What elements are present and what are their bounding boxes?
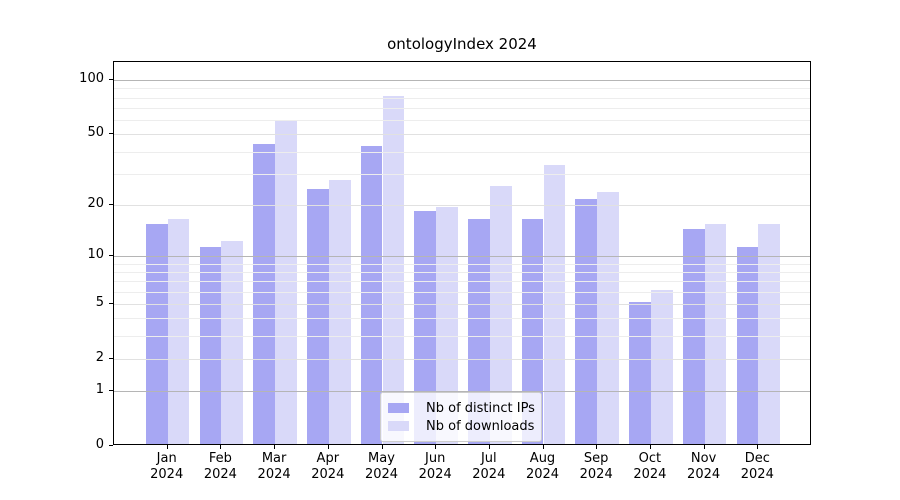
bar-downloads [221, 240, 244, 444]
bar-distinct-ips [253, 144, 276, 444]
bar-distinct-ips [199, 247, 222, 444]
gridline [114, 88, 810, 90]
bar-distinct-ips [360, 145, 383, 444]
x-tick [703, 445, 705, 449]
bar-downloads [650, 289, 673, 444]
gridline [114, 358, 810, 360]
bar-downloads [167, 219, 190, 444]
legend-item: Nb of distinct IPs [388, 400, 535, 416]
gridline [114, 97, 810, 99]
gridline [114, 318, 810, 320]
gridline [114, 173, 810, 175]
y-tick-label: 1 [95, 382, 104, 398]
y-tick [109, 390, 113, 392]
x-tick [220, 445, 222, 449]
bar-distinct-ips [575, 199, 598, 444]
bar-downloads [328, 179, 351, 444]
bar-downloads [489, 185, 512, 444]
y-tick [109, 254, 113, 256]
gridline [114, 80, 810, 82]
bar-downloads [436, 206, 458, 444]
x-tick-label: Dec 2024 [740, 451, 774, 482]
x-tick [488, 445, 490, 449]
gridline [114, 134, 810, 136]
y-tick [109, 79, 113, 81]
gridline [114, 255, 810, 257]
x-tick-label: Oct 2024 [633, 451, 667, 482]
gridline [114, 336, 810, 338]
x-tick-label: Feb 2024 [203, 451, 237, 482]
legend-item: Nb of downloads [388, 418, 535, 434]
gridline [114, 291, 810, 293]
y-tick [109, 303, 113, 304]
bar-distinct-ips [414, 210, 437, 444]
bar-distinct-ips [629, 302, 651, 444]
y-tick-label: 20 [87, 195, 104, 211]
x-tick [381, 445, 383, 449]
x-tick-label: Aug 2024 [525, 451, 560, 482]
bar-downloads [758, 224, 781, 444]
bar-distinct-ips [521, 219, 544, 444]
gridline [114, 204, 810, 206]
gridline [114, 120, 810, 122]
x-tick [435, 445, 437, 449]
x-tick [542, 445, 544, 449]
y-tick-label: 2 [95, 349, 104, 365]
x-tick-label: Jan 2024 [150, 451, 184, 482]
legend-swatch-distinct-ips [388, 403, 409, 413]
x-tick-label: May 2024 [364, 451, 399, 482]
bar-downloads [597, 192, 619, 444]
x-tick [274, 445, 276, 449]
y-tick-label: 50 [87, 125, 104, 141]
x-tick-label: Nov 2024 [687, 451, 721, 482]
legend: Nb of distinct IPs Nb of downloads [380, 392, 542, 442]
legend-swatch-downloads [388, 421, 409, 431]
x-tick [596, 445, 598, 449]
chart-title: ontologyIndex 2024 [387, 35, 537, 53]
gridline [114, 281, 810, 283]
gridline [114, 263, 810, 265]
y-tick [109, 133, 113, 135]
bar-downloads [704, 224, 727, 444]
x-tick-label: Apr 2024 [311, 451, 345, 482]
legend-label: Nb of distinct IPs [426, 400, 535, 416]
y-tick-label: 0 [95, 437, 104, 452]
y-tick [109, 203, 113, 205]
x-tick [327, 445, 329, 449]
bar-distinct-ips [468, 219, 490, 444]
y-tick-label: 100 [79, 71, 104, 87]
plot-area [113, 61, 811, 445]
x-tick [166, 445, 168, 449]
x-tick-label: Sep 2024 [579, 451, 613, 482]
gridline [114, 108, 810, 110]
y-tick-label: 10 [87, 246, 104, 262]
gridline [114, 271, 810, 273]
bar-downloads [382, 95, 405, 444]
bar-distinct-ips [307, 188, 329, 444]
gridline [114, 304, 810, 305]
x-tick [757, 445, 759, 449]
x-tick-label: Mar 2024 [257, 451, 291, 482]
x-tick-label: Jul 2024 [472, 451, 506, 482]
y-tick [109, 357, 113, 359]
y-tick [109, 445, 113, 446]
x-tick-label: Jun 2024 [418, 451, 452, 482]
bar-distinct-ips [736, 247, 759, 444]
x-tick [649, 445, 651, 449]
legend-label: Nb of downloads [426, 418, 535, 434]
gridline [114, 391, 810, 393]
bar-downloads [275, 120, 297, 444]
bar-distinct-ips [145, 224, 168, 444]
gridline [114, 151, 810, 153]
y-tick-label: 5 [95, 295, 104, 310]
